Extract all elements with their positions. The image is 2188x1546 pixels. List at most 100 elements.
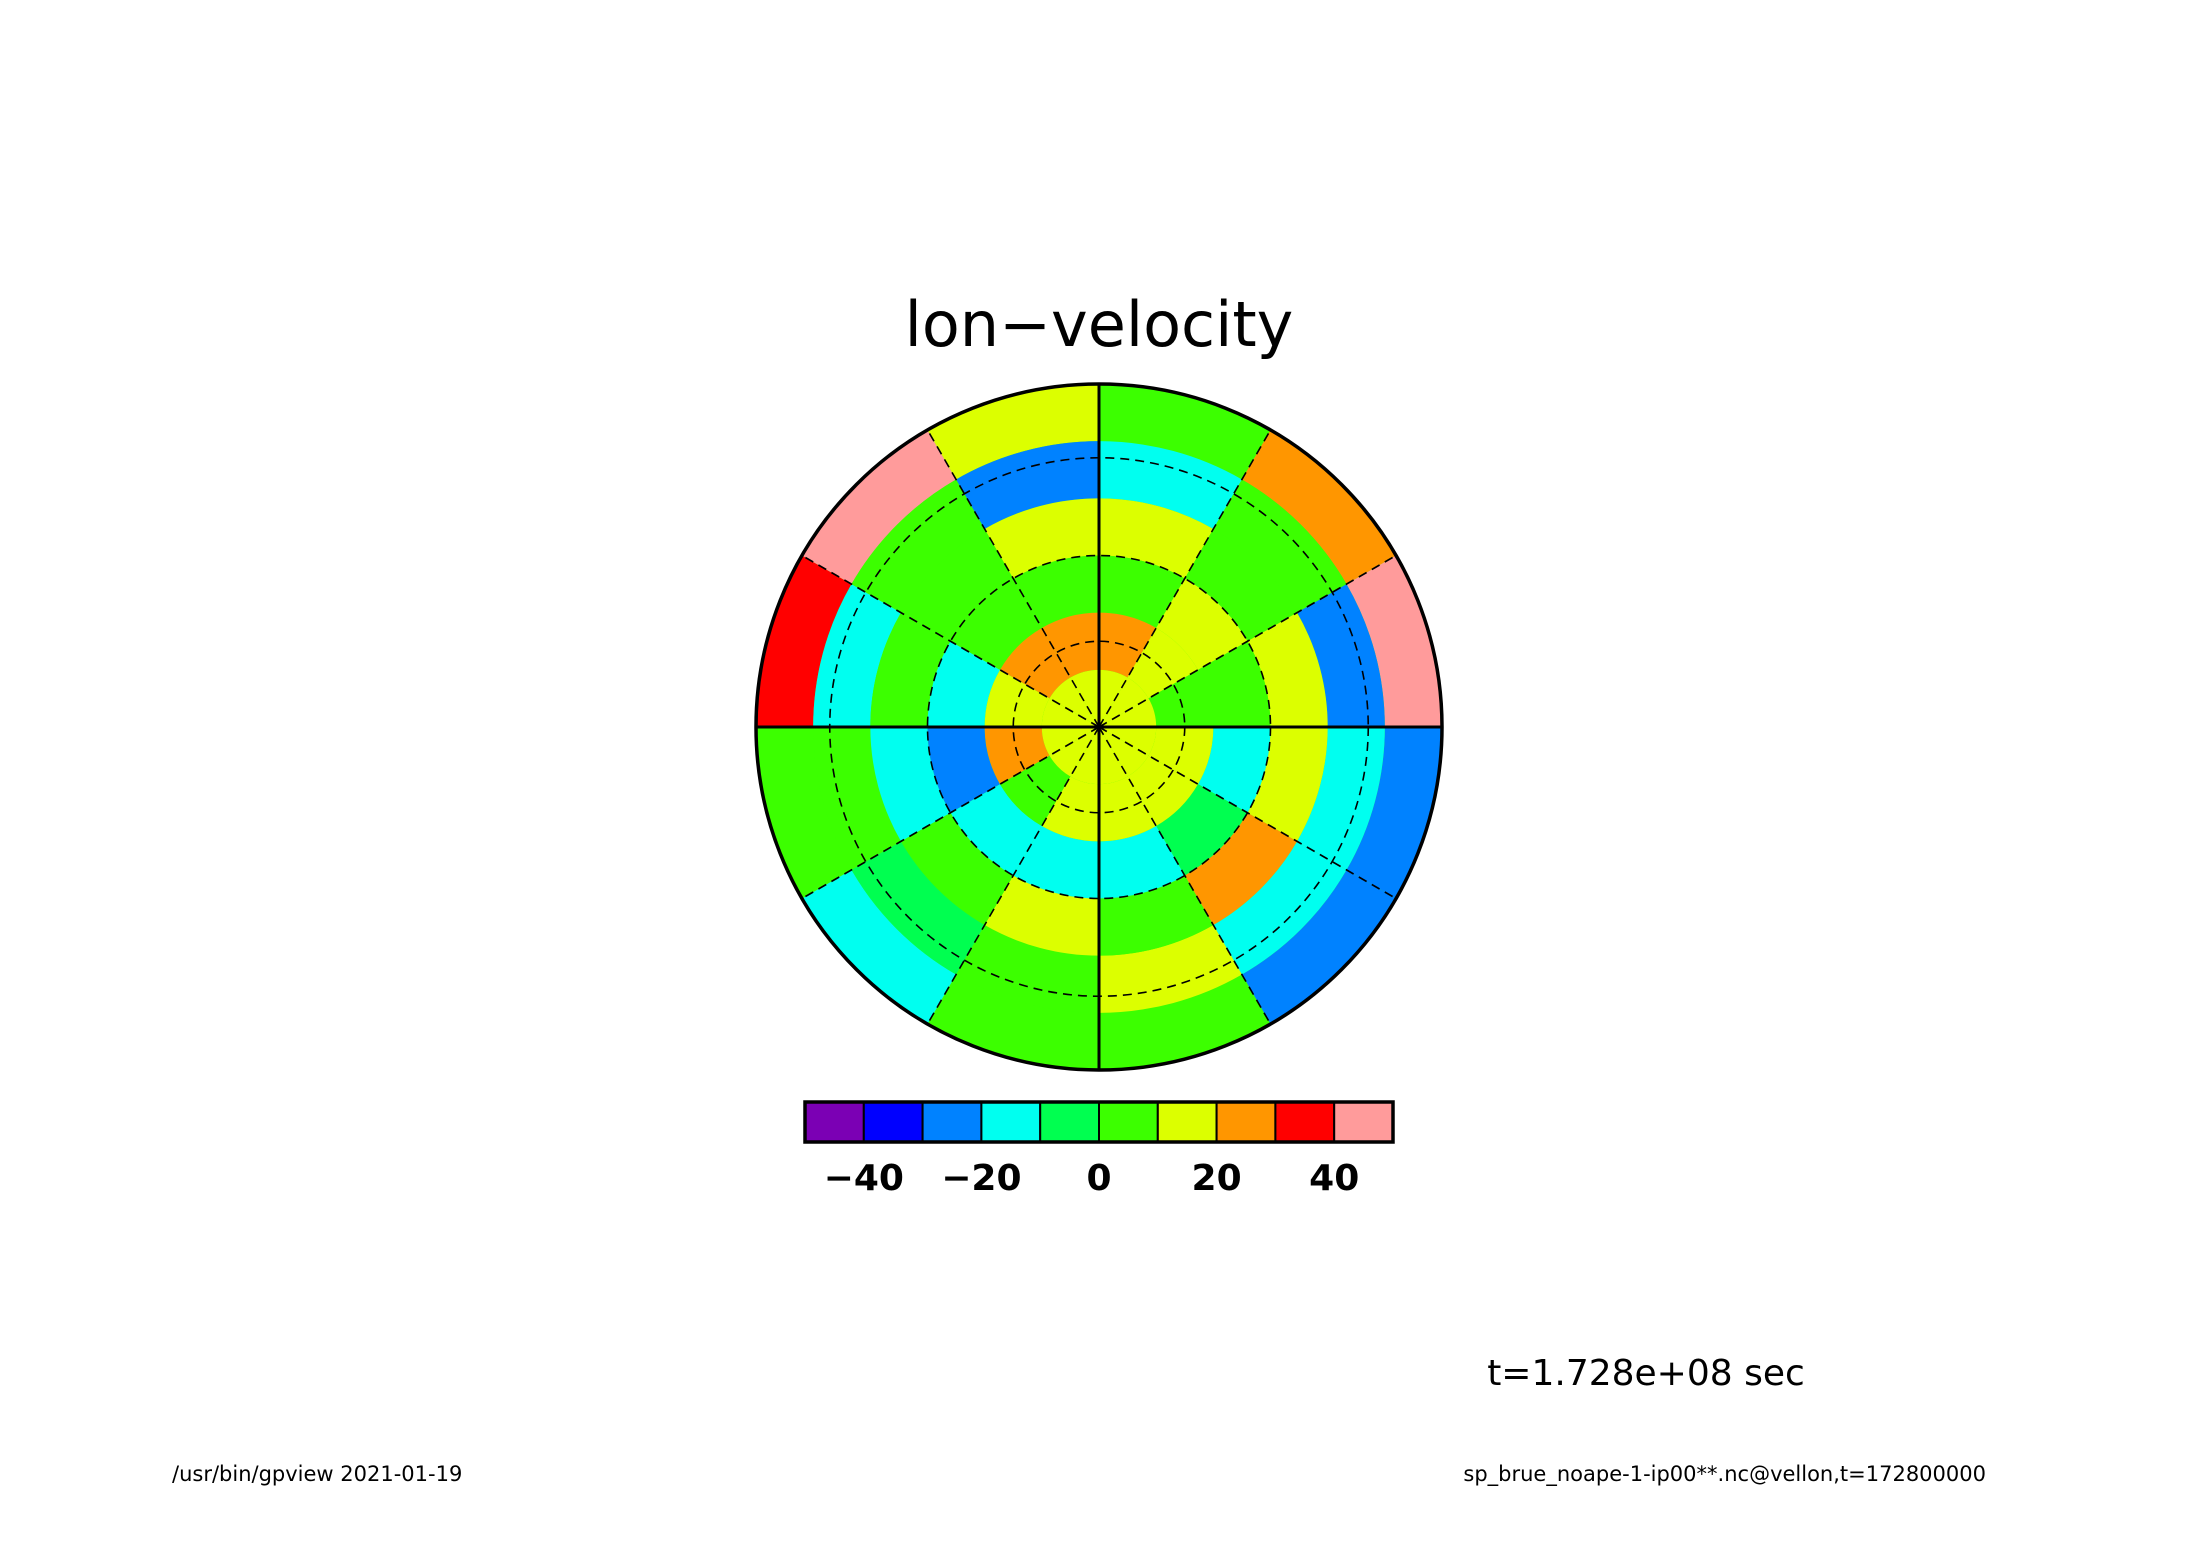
- field-cell: [1213, 479, 1347, 613]
- colorbar-tick-label: 0: [1086, 1158, 1111, 1199]
- footer-left: /usr/bin/gpview 2021-01-19: [172, 1462, 462, 1486]
- field-cell: [1346, 553, 1442, 727]
- field-cell: [1049, 727, 1099, 777]
- field-cell: [756, 553, 852, 727]
- field-cell: [999, 627, 1071, 699]
- field-cell: [984, 727, 1050, 785]
- meridian-line: [801, 726, 1100, 900]
- colorbar-swatch: [862, 1101, 924, 1143]
- field-cell: [870, 612, 951, 727]
- field-cell: [1156, 784, 1248, 876]
- field-cell: [1041, 727, 1099, 756]
- field-cell: [851, 841, 985, 975]
- field-cell: [870, 727, 951, 842]
- field-cell: [950, 578, 1042, 670]
- field-cell: [797, 869, 957, 1029]
- field-cell: [1099, 727, 1157, 756]
- field-cell: [797, 425, 957, 585]
- field-cell: [1099, 384, 1273, 480]
- colorbar: [803, 1100, 1395, 1144]
- field-cell: [756, 727, 852, 901]
- field-cell: [900, 528, 1014, 642]
- field-cell: [900, 812, 1014, 926]
- field-cell: [925, 974, 1099, 1070]
- field-cell: [956, 441, 1099, 529]
- field-cell: [1070, 669, 1099, 727]
- field-cell: [1127, 627, 1199, 699]
- field-cell: [984, 669, 1050, 727]
- field-cell: [1184, 528, 1298, 642]
- meridian-line: [1098, 726, 1397, 900]
- colorbar-swatch: [1098, 1101, 1159, 1143]
- colorbar-swatch: [804, 1101, 865, 1143]
- polar-field: [756, 384, 1442, 1070]
- field-cell: [1198, 727, 1271, 813]
- field-cell: [927, 727, 1000, 813]
- field-cell: [1297, 584, 1385, 727]
- field-cell: [1099, 875, 1214, 956]
- field-cell: [1099, 612, 1157, 678]
- field-cell: [1041, 698, 1099, 727]
- field-cell: [1346, 727, 1442, 901]
- field-cell: [1049, 677, 1099, 727]
- field-cell: [1156, 578, 1248, 670]
- field-cell: [1041, 612, 1099, 678]
- colorbar-swatch: [1215, 1101, 1277, 1143]
- colorbar-swatch: [921, 1101, 983, 1143]
- colorbar-tick-label: 20: [1192, 1158, 1242, 1199]
- field-cell: [851, 479, 985, 613]
- field-cell: [1247, 727, 1328, 842]
- colorbar-swatch: [1039, 1101, 1100, 1143]
- field-cell: [1184, 812, 1298, 926]
- meridian-line: [1098, 554, 1397, 728]
- field-cell: [1148, 669, 1214, 727]
- field-cell: [813, 727, 901, 870]
- colorbar-swatch: [1333, 1101, 1394, 1143]
- field-cell: [1099, 974, 1273, 1070]
- field-cell: [1099, 698, 1157, 727]
- field-cell: [1099, 677, 1149, 727]
- field-cell: [984, 875, 1099, 956]
- colorbar-tick-label: −20: [941, 1158, 1021, 1199]
- field-cell: [1297, 727, 1385, 870]
- time-annotation: t=1.728e+08 sec: [1487, 1353, 1805, 1394]
- field-cell: [999, 755, 1071, 827]
- field-cell: [950, 784, 1042, 876]
- field-cell: [1127, 755, 1199, 827]
- field-cell: [956, 925, 1099, 1013]
- field-cell: [1247, 612, 1328, 727]
- field-cell: [1099, 826, 1185, 899]
- field-cell: [1099, 925, 1242, 1013]
- field-cell: [1041, 776, 1099, 842]
- meridian-line: [1098, 726, 1272, 1025]
- field-cell: [925, 384, 1099, 480]
- colorbar-swatch: [1274, 1101, 1336, 1143]
- field-cell: [1148, 727, 1214, 785]
- colorbar-swatch: [980, 1101, 1042, 1143]
- field-cell: [1099, 441, 1242, 529]
- field-cell: [1099, 669, 1128, 727]
- field-cell: [1013, 826, 1099, 899]
- field-cell: [1013, 555, 1099, 628]
- colorbar-ticks: −40 −20 0 20 40: [824, 1158, 1360, 1199]
- field-cell: [1241, 425, 1401, 585]
- colorbar-swatch: [1156, 1101, 1218, 1143]
- footer-right: sp_brue_noape-1-ip00**.nc@vellon,t=17280…: [1463, 1462, 1986, 1487]
- field-cell: [813, 584, 901, 727]
- field-cell: [1099, 727, 1128, 785]
- colorbar-tick-label: 40: [1309, 1158, 1359, 1199]
- meridian-line: [1098, 429, 1272, 728]
- field-cell: [1099, 727, 1149, 777]
- field-cell: [1241, 869, 1401, 1029]
- field-cell: [1198, 641, 1271, 727]
- colorbar-outline: [803, 1100, 1395, 1144]
- field-cell: [1070, 727, 1099, 785]
- field-cell: [1099, 776, 1157, 842]
- field-cell: [927, 641, 1000, 727]
- meridian-line: [926, 726, 1100, 1025]
- field-cell: [1213, 841, 1347, 975]
- meridian-line: [926, 429, 1100, 728]
- field-cell: [1099, 498, 1214, 579]
- field-cell: [1099, 555, 1185, 628]
